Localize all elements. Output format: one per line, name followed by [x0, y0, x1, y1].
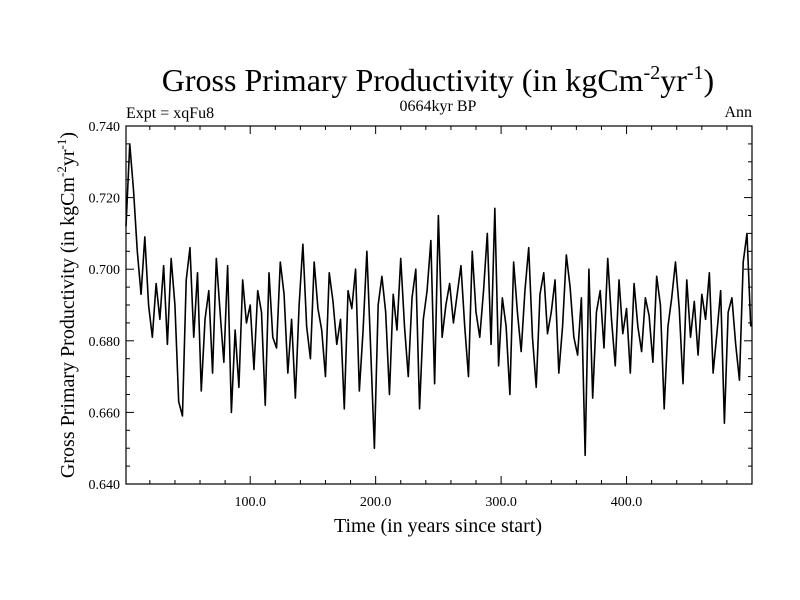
season-label: Ann [724, 104, 752, 121]
chart-title: Gross Primary Productivity (in kgCm-2yr-… [162, 62, 714, 98]
x-tick-label: 300.0 [485, 495, 517, 510]
period-label: 0664kyr BP [400, 98, 477, 115]
x-tick-label: 200.0 [360, 495, 392, 510]
y-tick-label: 0.680 [89, 335, 121, 350]
y-tick-label: 0.700 [89, 263, 121, 278]
y-tick-label: 0.720 [89, 192, 121, 207]
x-tick-label: 100.0 [234, 495, 266, 510]
y-tick-label: 0.660 [89, 406, 121, 421]
x-axis-label: Time (in years since start) [334, 515, 542, 537]
experiment-label: Expt = xqFu8 [126, 105, 214, 122]
y-axis-label: Gross Primary Productivity (in kgCm-2yr-… [54, 132, 79, 478]
y-tick-label: 0.740 [89, 120, 121, 135]
gpp-series-line [125, 143, 752, 457]
axis-tick-labels: 100.0 200.0 300.0 400.0 0.640 0.660 0.680 0.700… [89, 120, 643, 510]
y-tick-label: 0.640 [89, 478, 121, 493]
x-tick-label: 400.0 [611, 495, 643, 510]
